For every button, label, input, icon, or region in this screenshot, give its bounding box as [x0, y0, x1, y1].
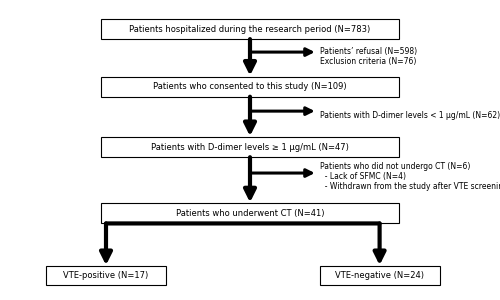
FancyBboxPatch shape [101, 203, 399, 224]
FancyBboxPatch shape [46, 266, 166, 285]
Text: Patients hospitalized during the research period (N=783): Patients hospitalized during the researc… [130, 25, 370, 34]
FancyBboxPatch shape [101, 76, 399, 97]
FancyBboxPatch shape [320, 266, 440, 285]
Text: Patients with D-dimer levels ≥ 1 μg/mL (N=47): Patients with D-dimer levels ≥ 1 μg/mL (… [151, 142, 349, 152]
Text: Patients who consented to this study (N=109): Patients who consented to this study (N=… [153, 82, 347, 91]
Text: VTE-negative (N=24): VTE-negative (N=24) [335, 271, 424, 280]
FancyBboxPatch shape [101, 137, 399, 157]
Text: Patients with D-dimer levels < 1 μg/mL (N=62): Patients with D-dimer levels < 1 μg/mL (… [320, 111, 500, 120]
Text: VTE-positive (N=17): VTE-positive (N=17) [64, 271, 148, 280]
FancyBboxPatch shape [101, 19, 399, 39]
Text: Patients who did not undergo CT (N=6)
  - Lack of SFMC (N=4)
  - Withdrawn from : Patients who did not undergo CT (N=6) - … [320, 162, 500, 191]
Text: Patients’ refusal (N=598)
Exclusion criteria (N=76): Patients’ refusal (N=598) Exclusion crit… [320, 47, 416, 66]
Text: Patients who underwent CT (N=41): Patients who underwent CT (N=41) [176, 209, 324, 218]
